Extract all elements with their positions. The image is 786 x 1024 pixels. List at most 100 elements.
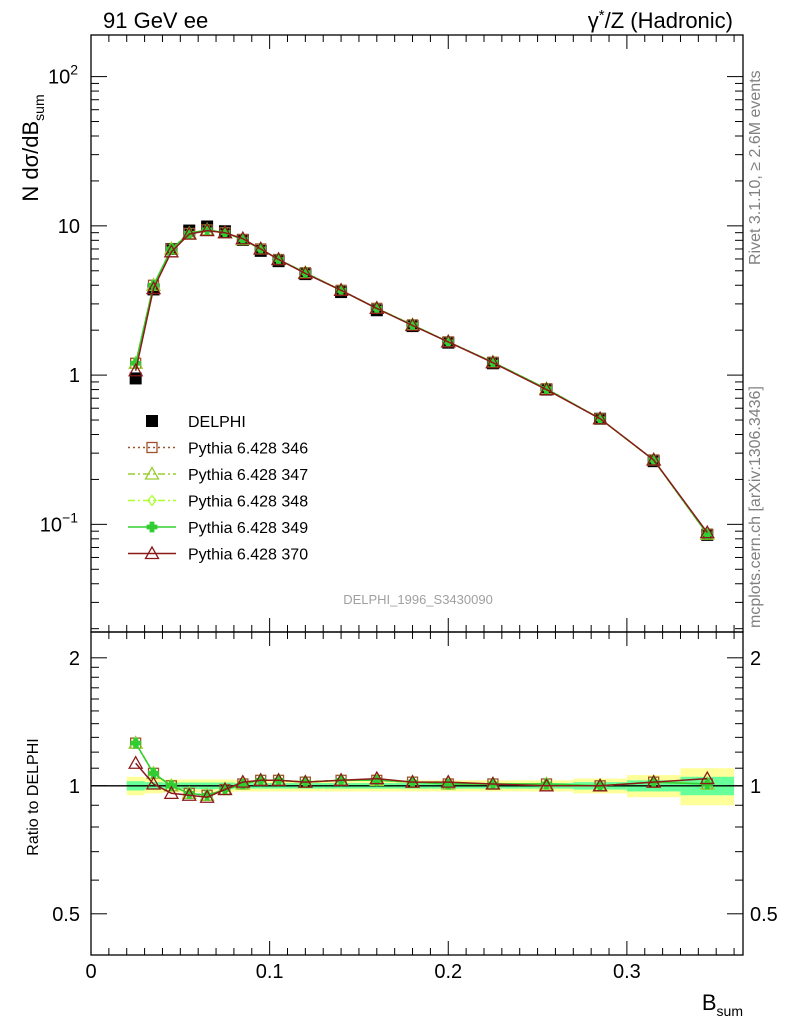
series-p347 bbox=[128, 222, 715, 540]
x-tick-label: 0 bbox=[85, 961, 96, 983]
ratio-series-p370 bbox=[128, 755, 715, 803]
ratio-point bbox=[128, 755, 144, 769]
energy-label: 91 GeV ee bbox=[103, 8, 208, 33]
process-label: γ*/Z (Hadronic) bbox=[588, 7, 733, 33]
legend-entry-p348: Pythia 6.428 348 bbox=[128, 494, 308, 511]
series-p370 bbox=[128, 222, 715, 539]
legend-label: Pythia 6.428 347 bbox=[188, 467, 308, 484]
series-line bbox=[134, 229, 708, 534]
ratio-frame bbox=[90, 631, 744, 956]
ratio-y-tick-label-right: 2 bbox=[750, 648, 761, 670]
ratio-point bbox=[217, 781, 233, 796]
ratio-panel: 2 2 1 1 0.5 0.5 0 0.1 0.2 0.3 Ratio to DELPHI Bsu… bbox=[25, 631, 778, 1019]
data-point bbox=[699, 524, 715, 539]
ratio-point bbox=[130, 737, 142, 749]
data-point bbox=[165, 243, 177, 255]
data-point bbox=[369, 300, 385, 315]
ratio-point bbox=[699, 770, 715, 785]
ratio-point bbox=[485, 776, 501, 790]
legend-label: Pythia 6.428 349 bbox=[188, 520, 308, 537]
ratio-point bbox=[592, 777, 608, 792]
ratio-y-tick-label: 0.5 bbox=[52, 904, 80, 926]
data-point bbox=[128, 362, 144, 377]
mcplots-label: mcplots.cern.ch [arXiv:1306.3436] bbox=[747, 386, 764, 628]
y-tick-label: 10−1 bbox=[40, 509, 78, 536]
series-p348 bbox=[130, 223, 713, 541]
ratio-y-tick-label: 1 bbox=[69, 776, 80, 798]
ratio-point bbox=[181, 787, 197, 801]
data-point bbox=[485, 354, 501, 369]
data-point bbox=[181, 226, 197, 240]
x-tick-label: 0.2 bbox=[434, 961, 462, 983]
ratio-point bbox=[369, 770, 385, 785]
main-panel: 102 10 1 10−1 DELPHI_1996_S3430090 N dσ/dBs… bbox=[18, 34, 744, 633]
data-point bbox=[217, 224, 233, 239]
legend-entry-p370: Pythia 6.428 370 bbox=[128, 545, 308, 564]
main-ylabel: N dσ/dBsum bbox=[18, 94, 47, 201]
ratio-y-tick-label: 2 bbox=[69, 648, 80, 670]
ratio-y-tick-label-right: 0.5 bbox=[750, 904, 778, 926]
data-point bbox=[148, 279, 159, 291]
ratio-point bbox=[145, 776, 162, 790]
data-point bbox=[270, 251, 287, 266]
x-axis-label: Bsum bbox=[702, 990, 743, 1019]
x-tick-label: 0.3 bbox=[613, 961, 641, 983]
legend-label: Pythia 6.428 348 bbox=[188, 494, 308, 511]
ratio-point bbox=[538, 777, 555, 792]
data-point bbox=[145, 280, 162, 295]
legend-marker bbox=[146, 441, 158, 454]
series-line bbox=[134, 229, 708, 535]
legend-label: Pythia 6.428 370 bbox=[188, 547, 308, 564]
data-point bbox=[646, 452, 662, 466]
ratio-point bbox=[440, 774, 456, 788]
ratio-line bbox=[135, 762, 708, 798]
legend-marker bbox=[144, 545, 160, 560]
data-point bbox=[592, 410, 608, 425]
legend-marker bbox=[146, 415, 158, 427]
series-line bbox=[134, 229, 708, 535]
data-point bbox=[163, 243, 179, 258]
ratio-point bbox=[333, 772, 349, 786]
ratio-point bbox=[297, 774, 313, 788]
main-frame bbox=[90, 34, 744, 633]
legend-label: DELPHI bbox=[188, 414, 246, 431]
series-p346 bbox=[130, 224, 713, 540]
ratio-point bbox=[270, 772, 287, 786]
ratio-point bbox=[253, 772, 269, 786]
data-point bbox=[404, 317, 421, 332]
ratio-y-tick-label-right: 1 bbox=[750, 776, 761, 798]
y-tick-label: 10 bbox=[58, 216, 80, 238]
data-point bbox=[440, 334, 456, 348]
analysis-label: DELPHI_1996_S3430090 bbox=[343, 592, 493, 607]
data-point bbox=[129, 372, 142, 385]
ratio-point bbox=[646, 774, 662, 788]
legend-label: Pythia 6.428 346 bbox=[188, 441, 308, 458]
y-tick-label: 102 bbox=[48, 62, 78, 89]
series-p349 bbox=[130, 224, 713, 540]
data-point bbox=[235, 230, 251, 245]
data-point bbox=[333, 282, 349, 296]
legend-marker bbox=[146, 521, 158, 533]
data-point bbox=[538, 381, 555, 396]
legend-entry-p347: Pythia 6.428 347 bbox=[128, 466, 308, 484]
legend-marker bbox=[147, 494, 157, 507]
data-point bbox=[297, 265, 313, 280]
ratio-point bbox=[148, 767, 159, 779]
legend: DELPHI Pythia 6.428 346 Pythia 6.428 347 Py… bbox=[128, 414, 308, 564]
series-line bbox=[134, 229, 708, 535]
x-tick-label: 0.1 bbox=[256, 961, 284, 983]
legend-entry-data: DELPHI bbox=[146, 414, 246, 431]
ratio-point bbox=[235, 774, 251, 788]
rivet-version-label: Rivet 3.1.10, ≥ 2.6M events bbox=[747, 70, 764, 265]
y-tick-label: 1 bbox=[69, 365, 80, 387]
ratio-point bbox=[199, 789, 215, 803]
ratio-ylabel: Ratio to DELPHI bbox=[25, 738, 42, 855]
legend-entry-p349: Pythia 6.428 349 bbox=[128, 520, 308, 537]
data-point bbox=[253, 241, 269, 255]
data-point bbox=[199, 222, 215, 237]
series-line bbox=[134, 229, 708, 535]
legend-marker bbox=[144, 466, 160, 480]
ratio-point bbox=[163, 785, 179, 799]
ratio-point bbox=[404, 774, 421, 788]
